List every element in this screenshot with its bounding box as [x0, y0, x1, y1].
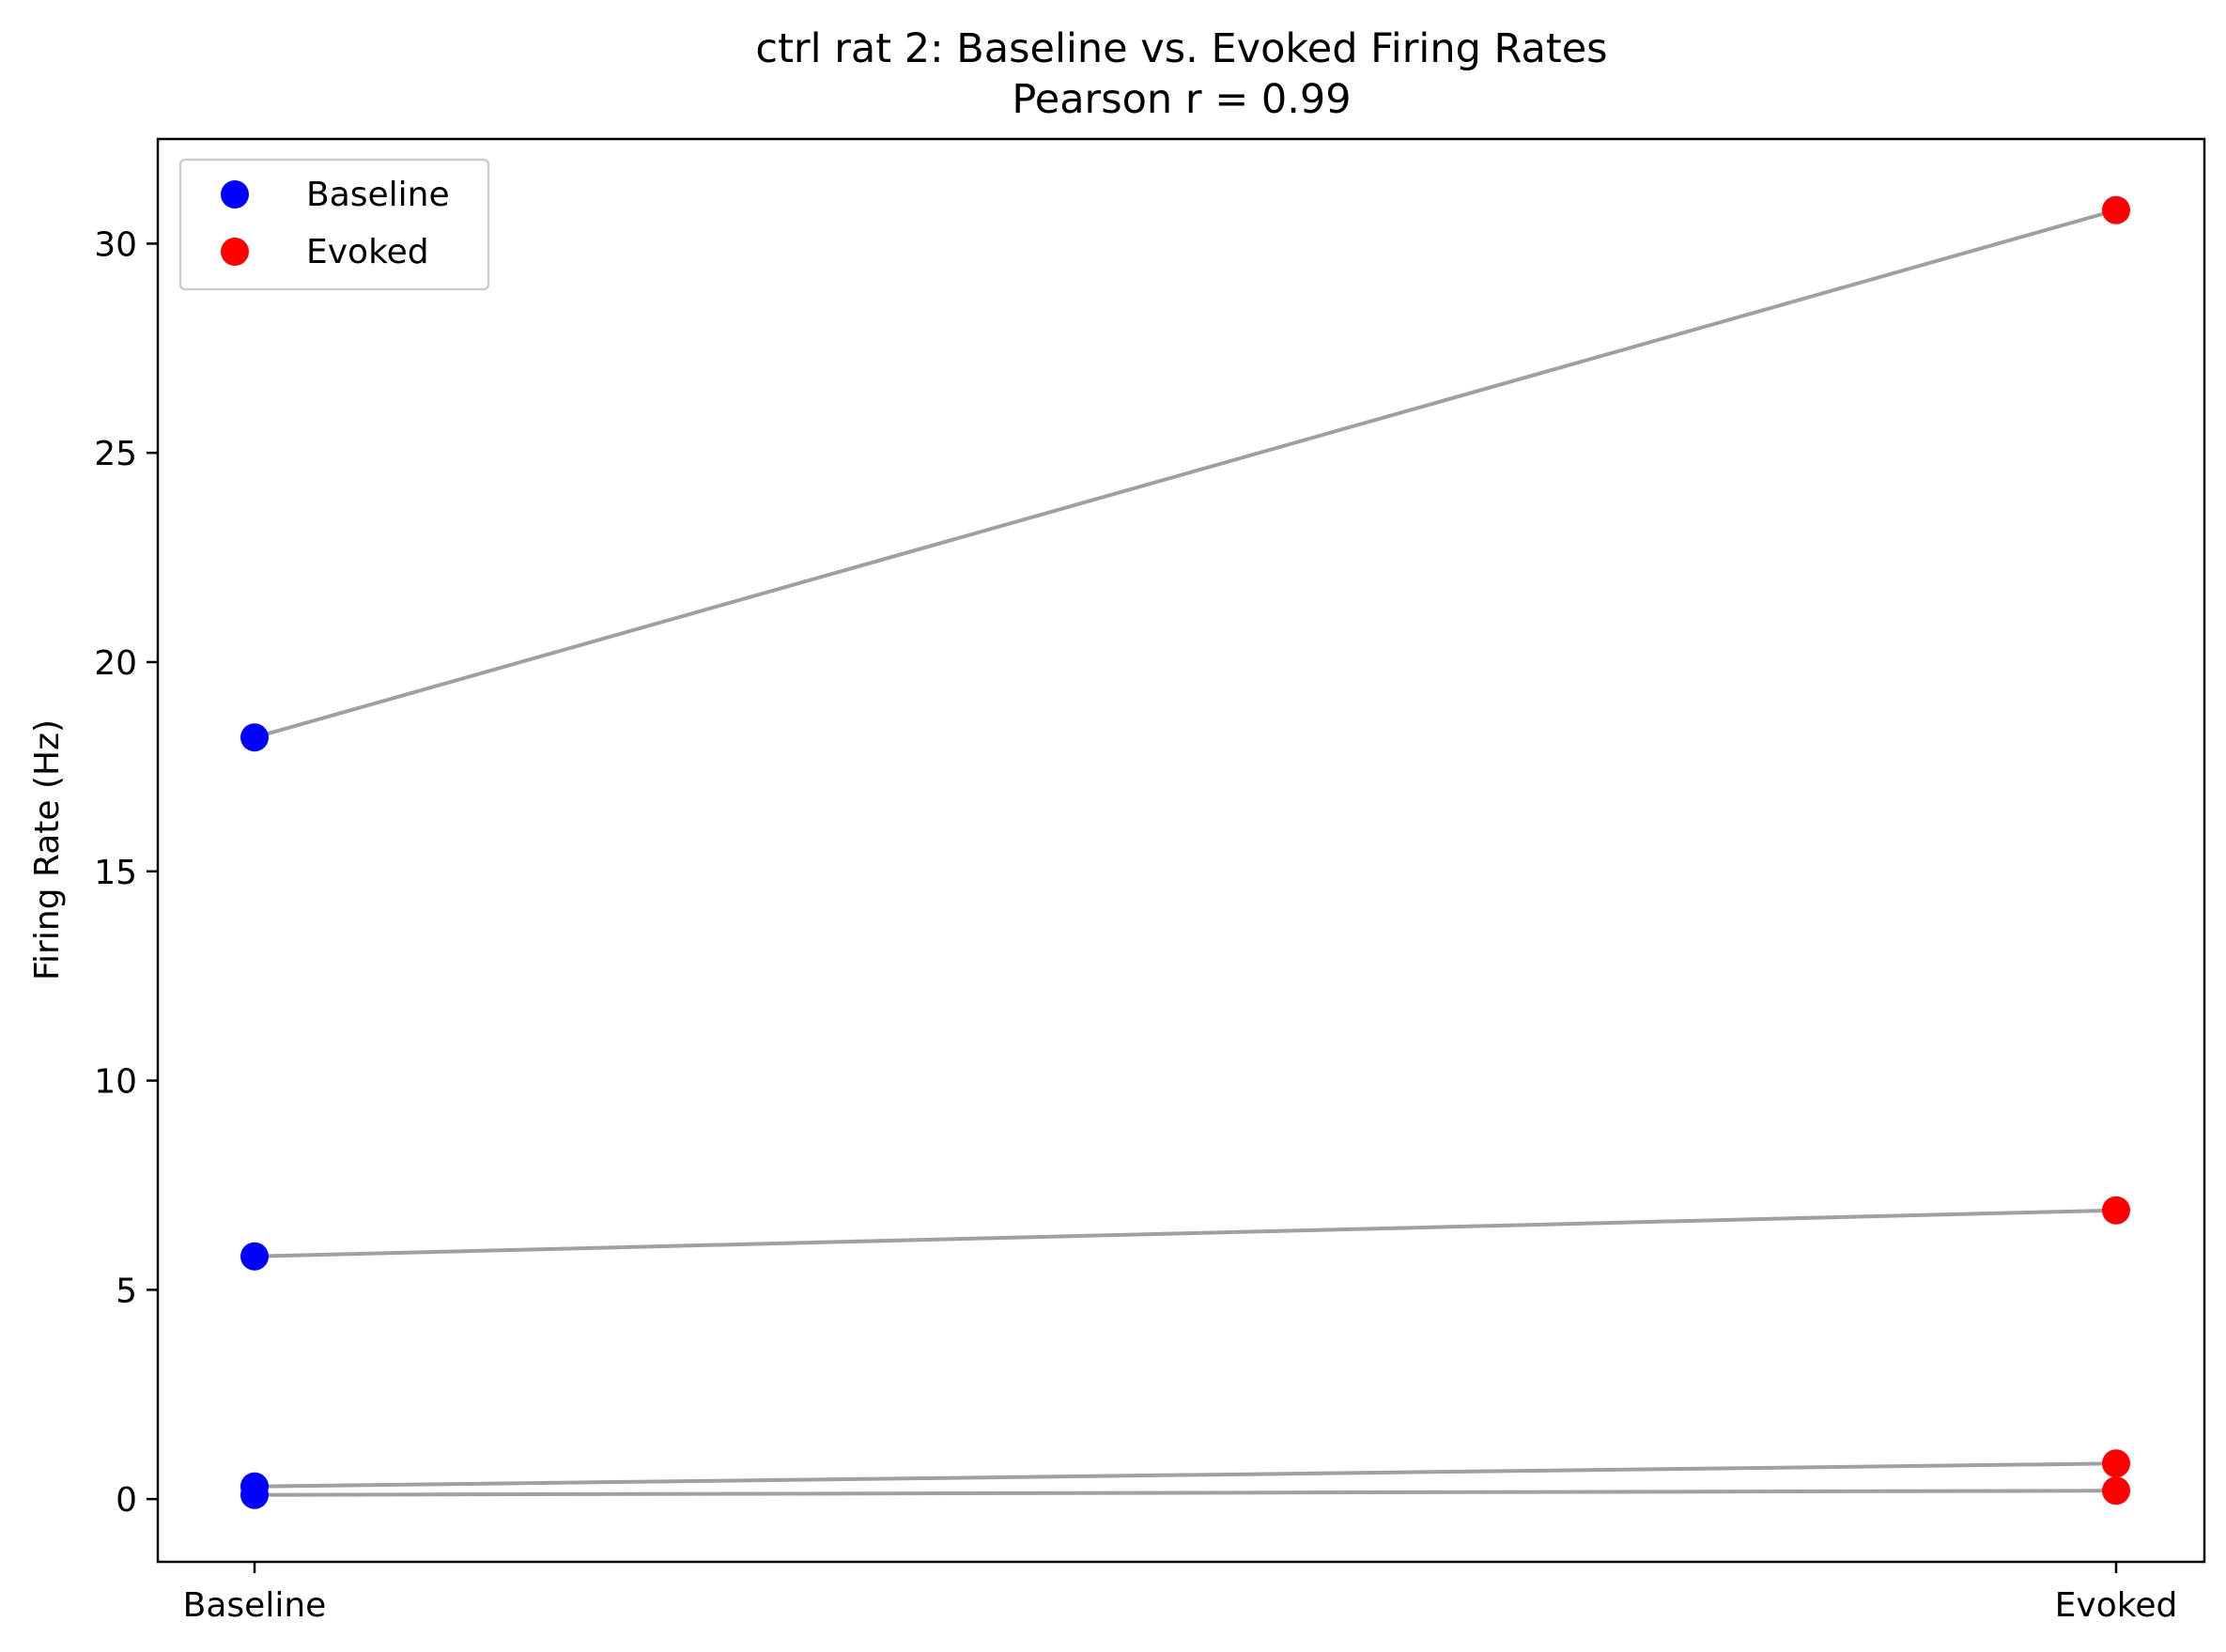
connector-line [254, 208, 2117, 740]
data-points [240, 195, 2130, 1509]
y-axis-label: Firing Rate (Hz) [28, 719, 67, 980]
x-tick-label: Evoked [2055, 1586, 2178, 1625]
baseline-point [240, 1242, 269, 1271]
connector-line [254, 1461, 2117, 1489]
plot-frame [156, 137, 2206, 1564]
legend-label-evoked: Evoked [306, 233, 429, 271]
x-tick-label: Baseline [183, 1586, 327, 1625]
y-tick-label: 10 [94, 1063, 137, 1102]
connector-line [254, 1489, 2117, 1497]
chart-title: ctrl rat 2: Baseline vs. Evoked Firing R… [755, 25, 1607, 72]
evoked-point [2102, 1476, 2130, 1505]
evoked-point [2102, 1196, 2130, 1225]
y-tick-label: 15 [94, 854, 137, 892]
legend-label-baseline: Baseline [306, 176, 450, 214]
y-axis: 0 5 10 15 20 25 30 [94, 225, 158, 1520]
y-tick-label: 0 [116, 1481, 137, 1520]
evoked-point [2102, 195, 2130, 224]
chart-subtitle: Pearson r = 0.99 [1012, 76, 1351, 123]
legend-marker-baseline [221, 180, 249, 208]
legend: Baseline Evoked [178, 158, 490, 291]
y-tick-label: 20 [94, 644, 137, 683]
connector-lines [254, 208, 2117, 1497]
legend-box [178, 158, 490, 291]
connector-line [254, 1208, 2117, 1258]
y-tick-label: 25 [94, 435, 137, 473]
legend-marker-evoked [221, 238, 249, 266]
y-tick-label: 30 [94, 225, 137, 264]
baseline-point [240, 723, 269, 752]
evoked-point [2102, 1449, 2130, 1478]
baseline-point [240, 1480, 269, 1509]
x-axis: Baseline Evoked [183, 1562, 2178, 1625]
y-tick-label: 5 [116, 1272, 137, 1310]
